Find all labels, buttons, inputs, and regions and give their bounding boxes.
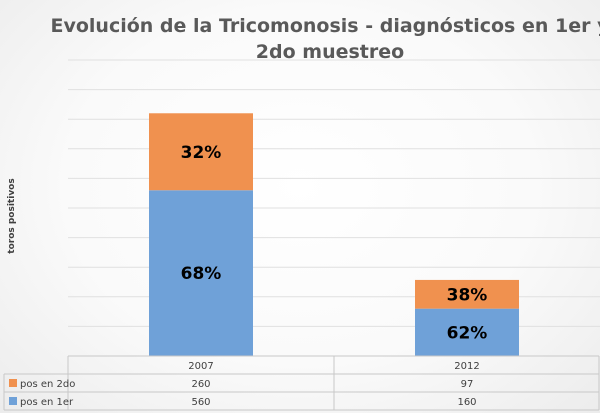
legend-label: pos en 2do <box>20 379 75 390</box>
legend-key <box>9 397 17 405</box>
legend-label: pos en 1er <box>20 397 74 408</box>
chart-title-line1: Evolución de la Tricomonosis - diagnósti… <box>51 15 600 37</box>
table-value: 560 <box>191 397 210 408</box>
bar-2007-1er <box>149 190 253 356</box>
bar-label-2007-2do: 32% <box>181 143 222 163</box>
bar-2012-1er <box>415 308 519 356</box>
chart-title-line2: 2do muestreo <box>256 41 404 63</box>
table-value: 260 <box>191 379 210 390</box>
category-label: 2007 <box>188 361 213 372</box>
bar-label-2012-1er: 62% <box>447 323 488 343</box>
legend-key <box>9 379 17 387</box>
table-value: 160 <box>457 397 476 408</box>
bar-2007-2do <box>149 113 253 191</box>
bar-label-2007-1er: 68% <box>181 264 222 284</box>
category-label: 2012 <box>454 361 479 372</box>
bar-label-2012-2do: 38% <box>447 285 488 305</box>
gridlines <box>68 59 600 327</box>
bar-2012-2do <box>415 279 519 309</box>
table-value: 97 <box>461 379 474 390</box>
bars: 68% 32% 62% 38% <box>149 113 519 356</box>
y-axis-label: toros positivos <box>7 178 17 253</box>
data-table: 2007 2012 pos en 2do 260 97 pos en 1er 560 160 <box>3 355 600 411</box>
